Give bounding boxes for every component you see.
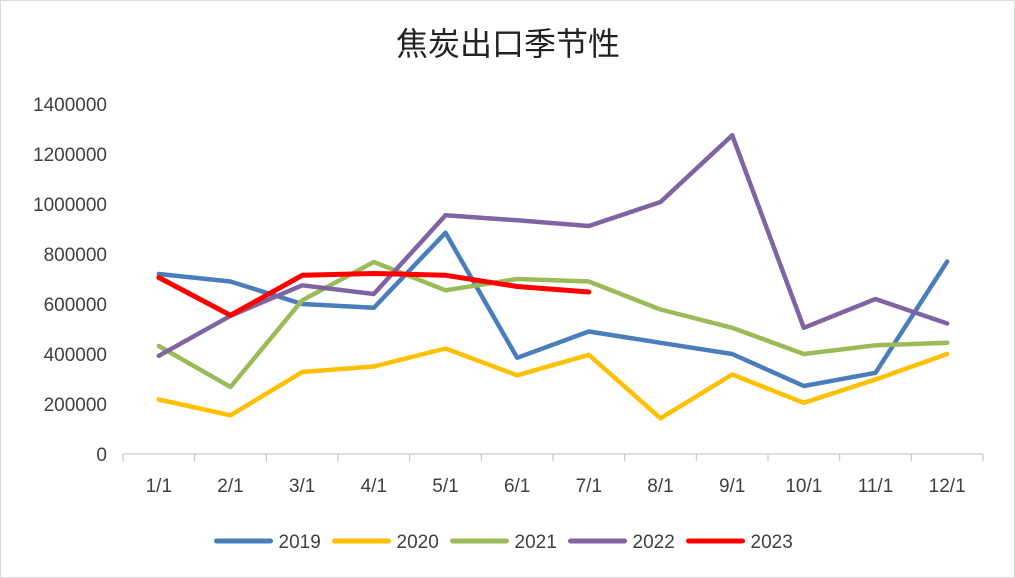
x-tick-label: 1/1 xyxy=(146,476,172,497)
x-tick-label: 12/1 xyxy=(929,476,966,497)
x-tick-label: 2/1 xyxy=(217,476,243,497)
legend-label-2020: 2020 xyxy=(397,532,439,553)
legend-label-2019: 2019 xyxy=(279,532,321,553)
x-tick-label: 6/1 xyxy=(504,476,530,497)
y-tick-label: 600000 xyxy=(44,295,107,316)
series-line-2022 xyxy=(156,133,950,359)
chart-title: 焦炭出口季节性 xyxy=(396,25,620,63)
x-tick-label: 10/1 xyxy=(785,476,822,497)
legend-label-2021: 2021 xyxy=(515,532,557,553)
x-axis: 1/1 2/1 3/1 4/1 5/1 6/1 7/1 8/1 9/1 10/1 11/1 12/1 xyxy=(122,453,984,497)
y-tick-label: 400000 xyxy=(44,345,107,366)
x-tick-label: 7/1 xyxy=(576,476,602,497)
y-axis-tick-labels: 0 200000 400000 600000 800000 1000000 1200000 1… xyxy=(33,95,107,466)
legend: 2019 2020 2021 2022 2023 xyxy=(214,532,793,553)
x-tick-label: 3/1 xyxy=(289,476,315,497)
x-tick-label: 8/1 xyxy=(647,476,673,497)
x-tick-label: 4/1 xyxy=(361,476,387,497)
legend-label-2023: 2023 xyxy=(751,532,793,553)
y-tick-label: 1400000 xyxy=(33,95,107,116)
y-tick-label: 800000 xyxy=(44,245,107,266)
series-line-2019 xyxy=(156,230,950,389)
y-tick-label: 1000000 xyxy=(33,195,107,216)
x-tick-label: 5/1 xyxy=(432,476,458,497)
series-lines xyxy=(156,133,950,421)
series-line-2021 xyxy=(156,259,950,390)
x-tick-label: 11/1 xyxy=(858,476,894,497)
y-tick-label: 1200000 xyxy=(33,145,107,166)
series-line-2023 xyxy=(156,271,592,318)
x-tick-label: 9/1 xyxy=(719,476,745,497)
series-line-2020 xyxy=(156,346,950,421)
legend-label-2022: 2022 xyxy=(633,532,675,553)
y-tick-label: 200000 xyxy=(44,395,107,416)
y-tick-label: 0 xyxy=(96,445,107,466)
